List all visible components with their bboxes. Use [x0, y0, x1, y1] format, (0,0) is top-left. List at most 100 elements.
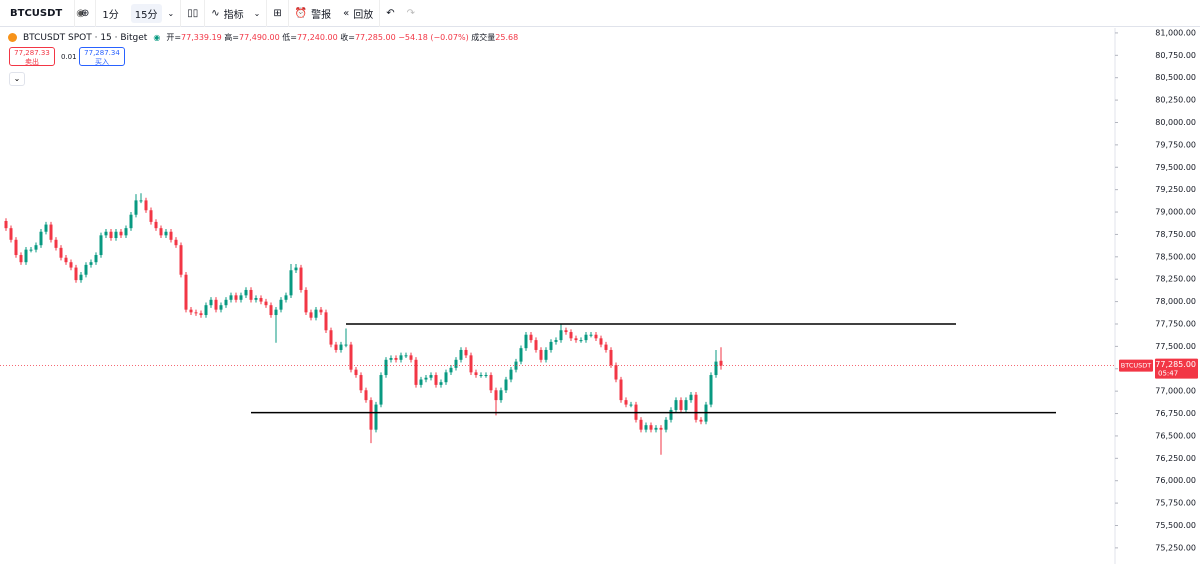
symbol-search[interactable]: BTCUSDT ◉: [0, 0, 85, 27]
candle-body: [589, 334, 593, 336]
spread: 0.01: [61, 53, 77, 61]
replay[interactable]: «回放: [337, 0, 381, 27]
candle-body: [389, 358, 393, 360]
candle-body: [569, 332, 573, 339]
candle-body: [134, 200, 138, 215]
candle-body: [599, 338, 603, 345]
toolbar: BTCUSDT ◉ ⊕ 1分 15分 ⌄ ▯▯ ∿ 指标 ⌄ ⊞ ⏰ 警报 «回放 ↶ ↷: [0, 0, 1200, 27]
candle-body: [349, 344, 353, 370]
y-tick-label: 77,750.00: [1155, 319, 1196, 328]
candle-body: [284, 295, 288, 300]
y-tick-label: 76,750.00: [1155, 409, 1196, 418]
candle-body: [684, 400, 688, 410]
candle-body: [489, 375, 493, 391]
candle-body: [644, 425, 648, 430]
candle-body: [299, 267, 303, 290]
interval[interactable]: 15分 ⌄: [125, 0, 182, 27]
sell-label: 卖出: [25, 58, 39, 66]
icon: ◉: [76, 7, 85, 19]
candle-body: [699, 419, 703, 422]
y-tick-label: 79,250.00: [1155, 185, 1196, 194]
candle-body: [649, 425, 653, 430]
candle-body: [454, 359, 458, 368]
redo[interactable]: ↷: [406, 7, 416, 19]
candle-body: [674, 400, 678, 410]
candle-body: [209, 299, 213, 306]
candle-body: [289, 270, 293, 296]
icon: ∿: [211, 7, 220, 19]
candle-body: [154, 221, 158, 229]
add-symbol[interactable]: ⊕: [75, 0, 97, 27]
y-tick-label: 75,500.00: [1155, 521, 1196, 530]
buy-button[interactable]: 77,287.34 买入: [79, 47, 125, 66]
candle-body: [169, 231, 173, 240]
candle-body: [404, 355, 408, 357]
candle-body: [179, 245, 183, 275]
undo[interactable]: ↶: [386, 7, 395, 19]
candle-body: [79, 274, 83, 281]
volume-label: 成交量: [471, 33, 496, 42]
candle-body: [14, 239, 18, 256]
candle-body: [469, 355, 473, 373]
y-tick-label: 80,750.00: [1155, 51, 1196, 60]
candle-body: [309, 312, 313, 318]
alert[interactable]: ⏰ 警报: [289, 0, 337, 27]
sell-button[interactable]: 77,287.33 卖出: [9, 47, 55, 66]
candle-body: [114, 231, 118, 239]
candle-body: [34, 245, 38, 250]
candle-body: [254, 298, 258, 300]
change: −54.18 (−0.07%): [398, 33, 469, 42]
candle-body: [204, 305, 208, 316]
candle-body: [449, 367, 453, 373]
interval-label: 15分: [130, 3, 162, 23]
icon: «: [343, 7, 350, 19]
replay-label: 回放: [353, 9, 374, 21]
y-tick-label: 75,250.00: [1155, 543, 1196, 552]
candle-body: [399, 355, 403, 360]
candle-body: [89, 262, 93, 265]
candle-body: [99, 235, 103, 256]
candle-body: [474, 372, 478, 376]
symbol-tag: [1119, 359, 1153, 372]
candle-body: [639, 419, 643, 430]
field-label: 低=: [282, 33, 297, 42]
candle-body: [334, 344, 338, 350]
sell-price: 77,287.33: [14, 49, 50, 57]
candle-body: [119, 231, 123, 236]
field-label: 高=: [224, 33, 239, 42]
candle-body: [369, 400, 373, 430]
candle-body: [444, 372, 448, 383]
field-value: 77,285.00: [354, 33, 396, 42]
legend: BTCUSDT SPOT · 15 · Bitget ◉ 开=77,339.19…: [8, 32, 518, 43]
candle-body: [344, 344, 348, 346]
y-tick-label: 80,500.00: [1155, 73, 1196, 82]
candle-body: [184, 274, 188, 310]
indicators[interactable]: ∿ 指标 ⌄: [205, 0, 268, 27]
candle-body: [439, 382, 443, 385]
symbol-tag-label: BTCUSDT: [1121, 362, 1151, 370]
y-tick-label: 78,500.00: [1155, 252, 1196, 261]
candle-body: [329, 330, 333, 345]
candle-body: [519, 348, 523, 362]
candle-body: [29, 249, 33, 251]
candle-body: [459, 349, 463, 360]
collapse-legend[interactable]: ⌄: [9, 72, 25, 86]
alert-label: 警报: [311, 9, 332, 21]
candle-body: [274, 309, 278, 316]
candle-body: [189, 309, 193, 313]
candle-body: [229, 295, 233, 300]
y-tick-label: 79,500.00: [1155, 163, 1196, 172]
candle-body: [129, 214, 133, 229]
candle-body: [544, 349, 548, 360]
candle-body: [549, 341, 553, 350]
candle-body: [144, 200, 148, 211]
chart-type[interactable]: ▯▯: [181, 0, 206, 27]
candle-body: [624, 400, 628, 405]
layouts[interactable]: ⊞: [267, 0, 289, 27]
ohlc: 开=77,339.19 高=77,490.00 低=77,240.00 收=77…: [166, 32, 518, 43]
candle-body: [579, 340, 583, 342]
candle-body: [419, 379, 423, 385]
candle-body: [239, 295, 243, 300]
interval[interactable]: 1分: [96, 0, 124, 27]
